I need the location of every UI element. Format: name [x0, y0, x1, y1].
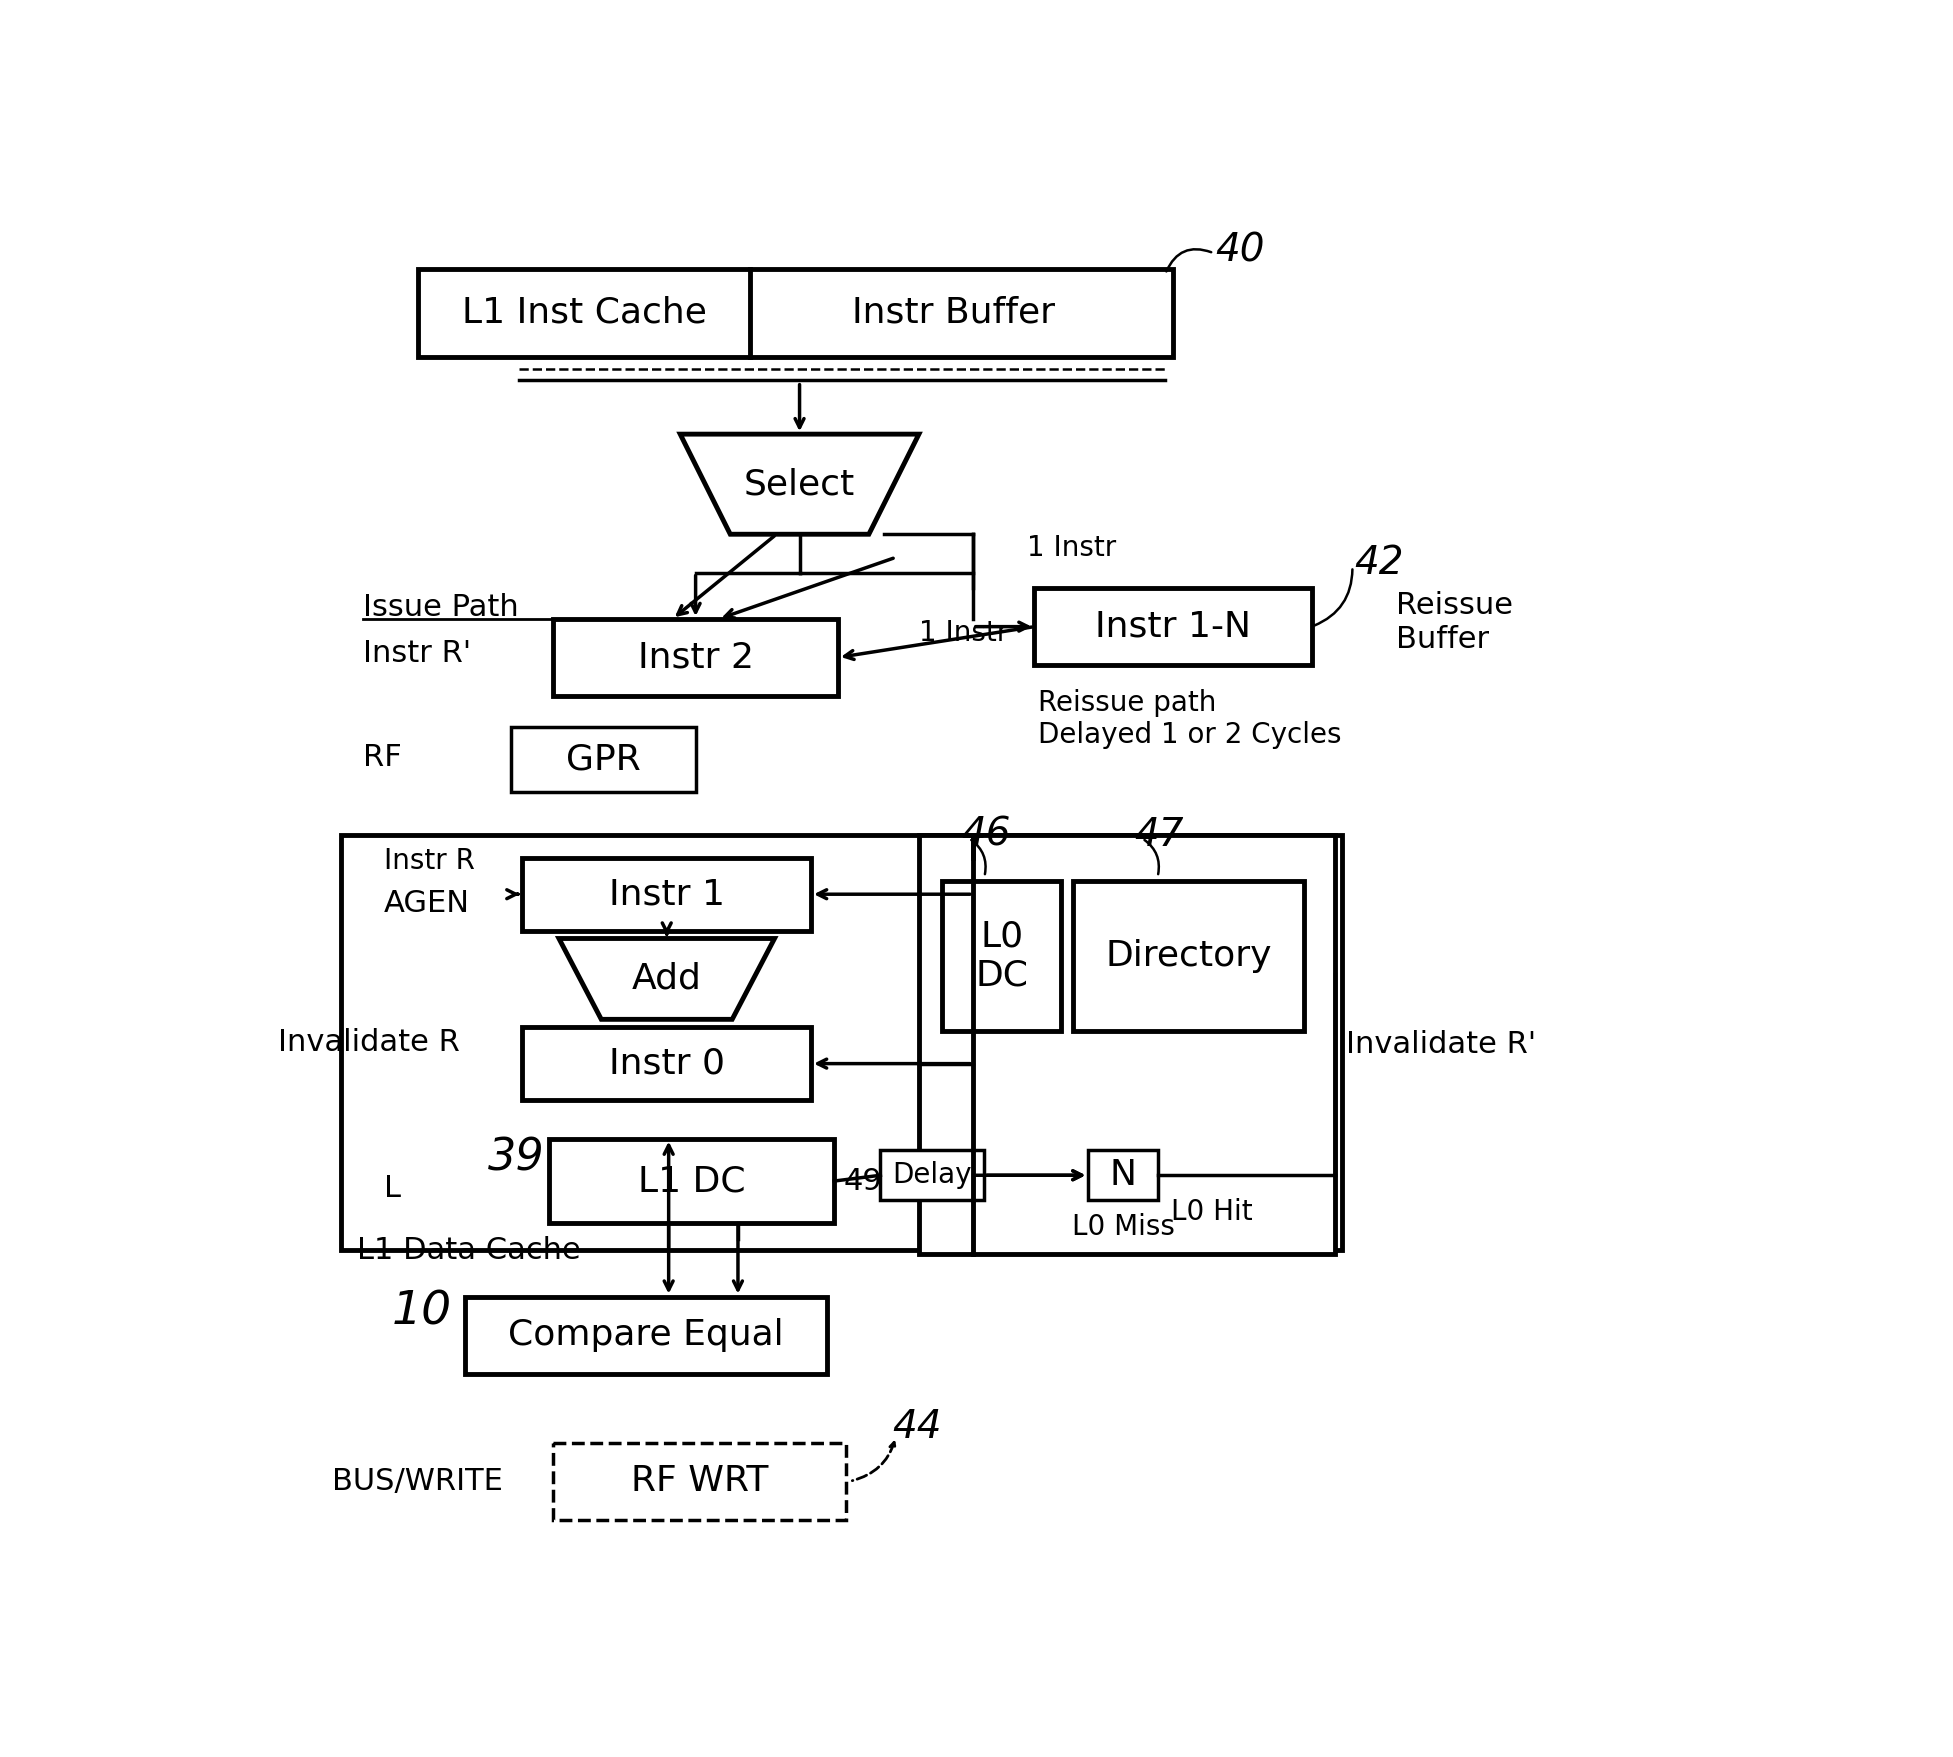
- Text: L0 Miss: L0 Miss: [1072, 1214, 1174, 1240]
- Text: 10: 10: [391, 1290, 451, 1334]
- Polygon shape: [680, 434, 920, 534]
- Text: Add: Add: [631, 961, 701, 996]
- Text: L1 Data Cache: L1 Data Cache: [357, 1235, 580, 1265]
- Bar: [881, 1151, 984, 1200]
- Text: L0
DC: L0 DC: [975, 919, 1027, 993]
- Bar: [1035, 589, 1312, 666]
- Text: Instr R': Instr R': [363, 640, 471, 668]
- Text: Directory: Directory: [1105, 938, 1271, 973]
- Text: RF WRT: RF WRT: [631, 1464, 768, 1499]
- Text: Instr 1-N: Instr 1-N: [1096, 610, 1252, 643]
- Text: Instr Buffer: Instr Buffer: [852, 295, 1055, 330]
- Text: Compare Equal: Compare Equal: [508, 1318, 783, 1353]
- Text: AGEN: AGEN: [383, 889, 471, 919]
- Text: 44: 44: [893, 1409, 941, 1446]
- Text: Invalidate R': Invalidate R': [1346, 1030, 1537, 1059]
- Text: Issue Path: Issue Path: [363, 592, 519, 622]
- Bar: [553, 618, 838, 696]
- Bar: [941, 880, 1060, 1031]
- Bar: [549, 1139, 834, 1223]
- Text: 39: 39: [488, 1137, 545, 1179]
- Text: Instr R: Instr R: [383, 847, 475, 875]
- Text: 46: 46: [961, 815, 1012, 854]
- Text: 1 Instr: 1 Instr: [1027, 534, 1115, 562]
- Bar: [521, 857, 810, 931]
- Bar: [521, 1028, 810, 1100]
- Text: 1 Instr: 1 Instr: [920, 618, 1008, 647]
- Text: BUS/WRITE: BUS/WRITE: [332, 1467, 504, 1495]
- Text: Reissue path
Delayed 1 or 2 Cycles: Reissue path Delayed 1 or 2 Cycles: [1039, 689, 1342, 748]
- Bar: [920, 835, 1334, 1254]
- Text: Reissue
Buffer: Reissue Buffer: [1396, 592, 1514, 654]
- Text: L1 DC: L1 DC: [639, 1165, 746, 1198]
- Text: 42: 42: [1353, 545, 1404, 583]
- Text: L: L: [383, 1174, 400, 1204]
- Polygon shape: [559, 938, 775, 1019]
- Text: N: N: [1109, 1158, 1137, 1193]
- Text: Invalidate R: Invalidate R: [277, 1028, 461, 1058]
- Bar: [465, 1297, 826, 1374]
- Text: Select: Select: [744, 467, 855, 501]
- Bar: [512, 727, 695, 792]
- Bar: [553, 1442, 846, 1520]
- Text: 47: 47: [1135, 815, 1184, 854]
- Text: Instr 1: Instr 1: [609, 877, 725, 912]
- Bar: [342, 835, 1342, 1251]
- Text: GPR: GPR: [566, 743, 641, 777]
- Text: Instr 2: Instr 2: [637, 641, 754, 675]
- Text: L1 Inst Cache: L1 Inst Cache: [461, 295, 707, 330]
- Bar: [418, 269, 1174, 357]
- Text: L0 Hit: L0 Hit: [1170, 1198, 1252, 1226]
- Text: 40: 40: [1215, 232, 1266, 271]
- Bar: [1072, 880, 1305, 1031]
- Text: RF: RF: [363, 743, 402, 771]
- Text: Delay: Delay: [893, 1161, 973, 1189]
- Text: Instr 0: Instr 0: [609, 1047, 725, 1081]
- Bar: [1088, 1151, 1158, 1200]
- Text: 49: 49: [844, 1167, 883, 1195]
